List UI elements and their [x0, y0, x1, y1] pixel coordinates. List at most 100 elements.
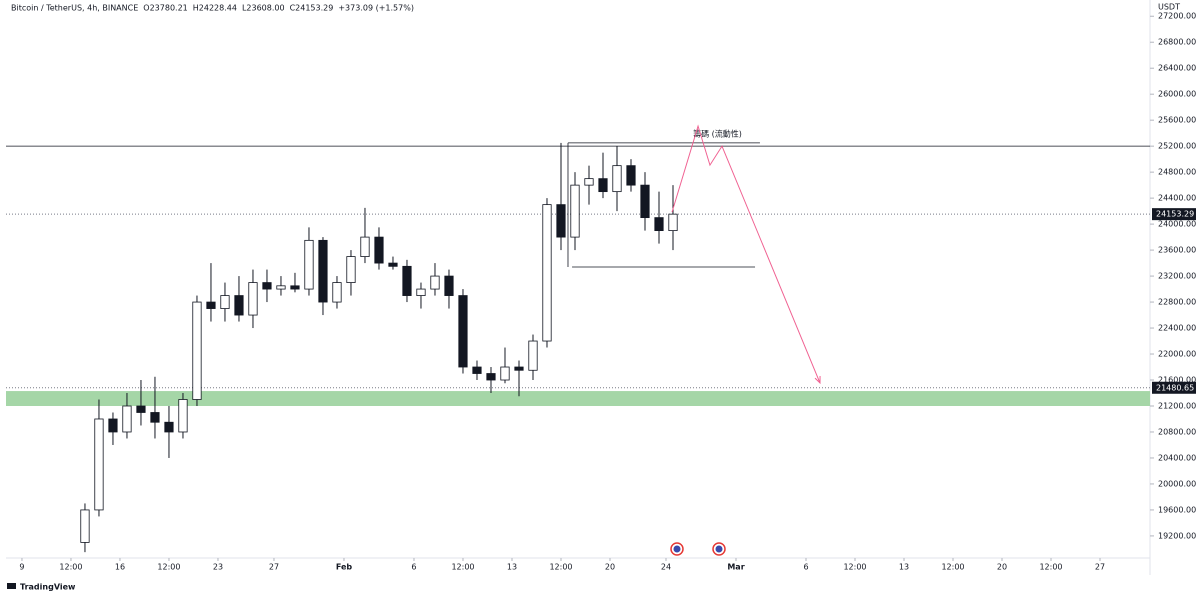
candle-body — [528, 340, 538, 371]
y-tick-label: 20400.00 — [1158, 453, 1196, 462]
x-tick-label: 6 — [411, 563, 416, 572]
candle-body — [332, 282, 342, 303]
candle-body — [220, 295, 230, 309]
candle-body — [668, 213, 678, 232]
y-tick-label: 26400.00 — [1158, 64, 1196, 73]
last-price-label-box — [1152, 208, 1196, 221]
x-tick-label: 27 — [1095, 563, 1105, 572]
candle-body — [136, 405, 146, 413]
candle-body — [318, 239, 328, 303]
candle-body — [514, 366, 524, 371]
candle-body — [472, 366, 482, 374]
event-icon-flag — [715, 545, 723, 553]
x-tick-label: 12:00 — [843, 563, 866, 572]
logo-mark — [7, 583, 16, 589]
y-tick-label: 21600.00 — [1158, 376, 1196, 385]
candle-body — [304, 239, 314, 290]
x-tick-label: 9 — [19, 563, 24, 572]
candle-body — [122, 405, 132, 433]
y-tick-label: 27200.00 — [1158, 12, 1196, 21]
candle-body — [402, 265, 412, 296]
candle-body — [626, 165, 636, 186]
candle-body — [94, 418, 104, 511]
y-tick-label: 24800.00 — [1158, 168, 1196, 177]
x-tick-label: 12:00 — [157, 563, 180, 572]
x-tick-label: 24 — [661, 563, 671, 572]
header-text: H24228.44 — [193, 4, 237, 13]
brand: TradingView — [20, 583, 76, 592]
y-tick-label: 19200.00 — [1158, 531, 1196, 540]
candle-body — [388, 262, 398, 267]
candle-body — [416, 288, 426, 296]
candle-body — [584, 178, 594, 186]
x-tick-label: 13 — [899, 563, 909, 572]
x-tick-label: 12:00 — [59, 563, 82, 572]
candle-body — [444, 275, 454, 296]
candle-body — [80, 509, 90, 543]
x-tick-label: 20 — [605, 563, 615, 572]
y-tick-label: 22800.00 — [1158, 298, 1196, 307]
candle-body — [206, 301, 216, 309]
currency: USDT — [1158, 3, 1180, 12]
x-tick-label: 12:00 — [1039, 563, 1062, 572]
level-label: 21480.65 — [1156, 383, 1194, 392]
x-tick-label: 6 — [803, 563, 808, 572]
y-tick-label: 24000.00 — [1158, 220, 1196, 229]
header-text: C24153.29 — [290, 4, 334, 13]
candle-body — [374, 236, 384, 264]
x-tick-label: Feb — [336, 563, 353, 572]
level-label-box — [1152, 381, 1196, 394]
header-text: Bitcoin / TetherUS, 4h, BINANCE — [11, 4, 138, 13]
candle-body — [500, 366, 510, 381]
header-text: O23780.21 — [143, 4, 187, 13]
candle-body — [276, 285, 286, 290]
x-tick-label: 23 — [213, 563, 223, 572]
y-tick-label: 26000.00 — [1158, 90, 1196, 99]
logo: TradingView — [7, 583, 76, 592]
event-icons — [670, 542, 726, 556]
support-zone — [6, 391, 1150, 406]
y-tick-label: 24400.00 — [1158, 194, 1196, 203]
x-tick-label: 20 — [997, 563, 1007, 572]
x-tick-label: 12:00 — [451, 563, 474, 572]
candle-body — [486, 373, 496, 381]
candle-body — [612, 165, 622, 193]
y-tick-label: 23600.00 — [1158, 246, 1196, 255]
header-text: +373.09 (+1.57%) — [338, 4, 414, 13]
last-price-label: 24153.29 — [1156, 210, 1194, 219]
x-tick-label: Mar — [727, 563, 744, 572]
candle-body — [290, 285, 300, 290]
box-label: 籌碼 (流動性) — [693, 128, 742, 138]
candle-body — [234, 295, 244, 316]
candle-body — [164, 421, 174, 433]
candle-body — [178, 399, 188, 433]
candle-body — [556, 204, 566, 238]
y-tick-label: 25200.00 — [1158, 142, 1196, 151]
x-tick-label: 27 — [269, 563, 279, 572]
candle-body — [108, 418, 118, 433]
candle-body — [542, 204, 552, 342]
header: Bitcoin / TetherUS, 4h, BINANCE O23780.21… — [11, 4, 414, 13]
x-tick-label: 16 — [115, 563, 125, 572]
projection-path — [671, 124, 821, 384]
projection-arrowhead — [814, 375, 821, 385]
y-tick-label: 20000.00 — [1158, 479, 1196, 488]
x-tick-label: 12:00 — [941, 563, 964, 572]
y-tick-label: 22000.00 — [1158, 350, 1196, 359]
y-tick-label: 21200.00 — [1158, 401, 1196, 410]
y-tick-label: 26800.00 — [1158, 38, 1196, 47]
candle-body — [598, 178, 608, 193]
x-tick-label: 12:00 — [549, 563, 572, 572]
y-tick-label: 25600.00 — [1158, 116, 1196, 125]
header-text: L23608.00 — [242, 4, 285, 13]
y-tick-label: 20800.00 — [1158, 427, 1196, 436]
y-tick-label: 22400.00 — [1158, 324, 1196, 333]
candle-body — [346, 256, 356, 283]
candle-body — [360, 236, 370, 257]
candle-body — [248, 282, 258, 316]
candle-body — [150, 412, 160, 423]
candle-body — [430, 275, 440, 290]
candle-body — [192, 301, 202, 400]
